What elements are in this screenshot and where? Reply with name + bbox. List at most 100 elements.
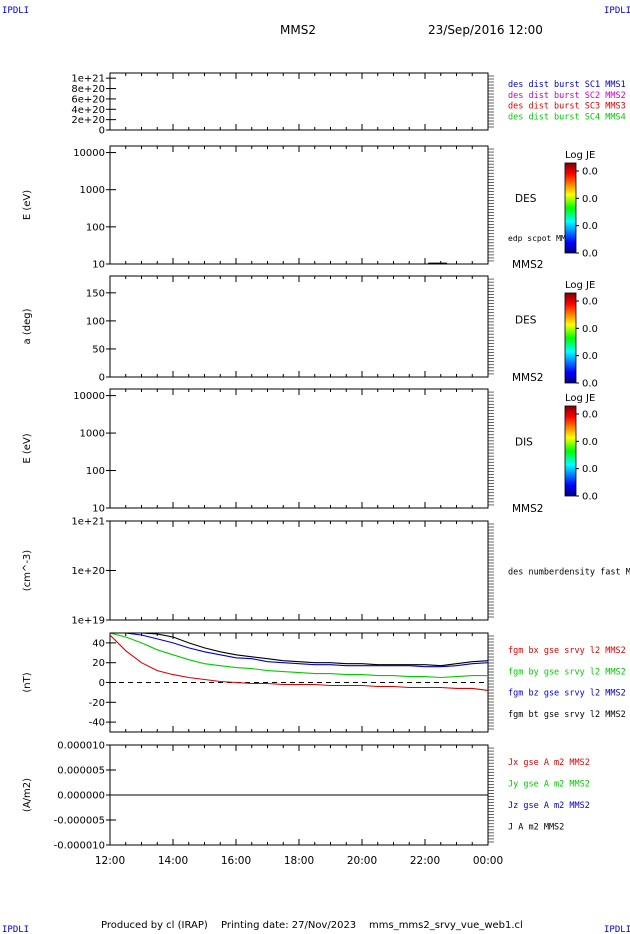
series-line-3 — [110, 632, 489, 668]
colorbar-title: Log JE — [565, 393, 595, 404]
y-tick-label: -0.000010 — [54, 841, 105, 852]
y-axis-label: (A/m2) — [22, 778, 33, 812]
y-tick-label: 1e+21 — [71, 74, 105, 85]
y-tick-label: 1e+19 — [71, 616, 105, 627]
y-tick-label: 1000 — [80, 185, 105, 196]
x-tick-label: 22:00 — [410, 855, 440, 867]
y-axis-label: (cm^-3) — [22, 550, 33, 591]
y-tick-label: 0.000010 — [57, 741, 105, 752]
footer-produced: Produced by cl (IRAP) — [101, 920, 208, 931]
colorbar-tick-label: 0.0 — [582, 464, 598, 475]
corner-mark-top-right: IPDLI — [604, 6, 630, 16]
legend-entry: des dist burst SC1 MMS1 — [508, 80, 626, 90]
panel-3: 150 100 50 0 a (deg) DES MMS2 Log JE 0.0 0.0 0.0 0.… — [22, 275, 598, 390]
y-tick-label: 2e+20 — [71, 115, 105, 126]
panel-frame — [109, 388, 489, 509]
panel-7: 0.000010 0.000005 0.000000 -0.000005 -0.0000… — [22, 741, 590, 852]
y-tick-label: 100 — [86, 466, 105, 477]
legend-entry: des dist burst SC3 MMS3 — [508, 102, 626, 112]
legend-entry: fgm bx gse srvy l2 MMS2 — [508, 646, 626, 656]
y-tick-label: 50 — [92, 344, 105, 355]
x-tick-label: 00:00 — [473, 855, 503, 867]
colorbar-tick-label: 0.0 — [582, 221, 598, 232]
colorbar-tick-label: 0.0 — [582, 351, 598, 362]
panel-frame — [109, 520, 489, 621]
colorbar-tick-label: 0.0 — [582, 194, 598, 205]
panel-spacecraft-label: MMS2 — [512, 372, 543, 384]
y-tick-label: 20 — [92, 658, 105, 669]
y-tick-label: 8e+20 — [71, 84, 105, 95]
y-tick-label: -0.000005 — [54, 816, 105, 827]
colorbar-tick-label: 0.0 — [582, 379, 598, 390]
y-axis-label: (nT) — [22, 672, 33, 692]
legend-entry: des dist burst SC2 MMS2 — [508, 91, 626, 101]
colorbar — [564, 162, 577, 254]
y-tick-label: 100 — [86, 316, 105, 327]
legend-entry: fgm bt gse srvy l2 MMS2 — [508, 710, 626, 720]
panel-frame — [109, 145, 489, 265]
y-tick-label: 10000 — [73, 148, 105, 159]
panel-spacecraft-label: MMS2 — [512, 259, 543, 271]
colorbar-title: Log JE — [565, 280, 595, 291]
legend-entry: Jy gse A m2 MMS2 — [508, 780, 590, 790]
corner-mark-bottom-left: IPDLI — [2, 925, 29, 934]
instrument-label: DIS — [515, 437, 533, 449]
x-tick-label: 16:00 — [221, 855, 251, 867]
colorbar-title: Log JE — [565, 150, 595, 161]
legend-entry: des numberdensity fast M — [508, 568, 630, 578]
y-tick-label: 10000 — [73, 391, 105, 402]
legend-entry: Jz gse A m2 MMS2 — [508, 801, 590, 811]
y-tick-label: 0.000005 — [57, 766, 105, 777]
x-tick-label: 20:00 — [347, 855, 377, 867]
colorbar-tick-label: 0.0 — [582, 492, 598, 503]
colorbar — [564, 405, 577, 497]
corner-mark-bottom-right: IPDLI — [604, 925, 630, 934]
y-axis-label: E (eV) — [22, 190, 33, 220]
panel-2: 10000 1000 100 10 E (eV) DES edp scpot MMS2 MMS… — [22, 145, 598, 271]
y-tick-label: 0 — [99, 678, 105, 689]
colorbar-tick-label: 0.0 — [582, 249, 598, 260]
colorbar-tick-label: 0.0 — [582, 324, 598, 335]
x-tick-label: 14:00 — [158, 855, 188, 867]
y-tick-label: 1000 — [80, 429, 105, 440]
legend-entry: fgm bz gse srvy l2 MMS2 — [508, 689, 626, 699]
series-line-1 — [109, 634, 489, 691]
panel-4: 10000 1000 100 10 E (eV) DIS MMS2 Log JE 0.0 0.0 0… — [22, 388, 598, 515]
y-tick-label: 40 — [92, 638, 105, 649]
panel-spacecraft-label: MMS2 — [512, 503, 543, 515]
header-datetime: 23/Sep/2016 12:00 — [428, 23, 543, 37]
x-tick-label: 12:00 — [95, 855, 125, 867]
instrument-label: DES — [515, 315, 537, 327]
series-line-2 — [109, 632, 488, 679]
corner-mark-top-left: IPDLI — [2, 6, 29, 16]
colorbar — [564, 292, 577, 384]
y-tick-label: 4e+20 — [71, 105, 105, 116]
y-tick-label: 1e+21 — [71, 517, 105, 528]
x-tick-label: 18:00 — [284, 855, 314, 867]
y-tick-label: 0 — [99, 126, 105, 137]
footer-file: mms_mms2_srvy_vue_web1.cl — [369, 920, 523, 931]
secondary-label: edp scpot MMS2 — [508, 234, 576, 243]
legend-entry: fgm by gse srvy l2 MMS2 — [508, 667, 626, 677]
y-tick-label: 150 — [86, 288, 105, 299]
y-axis-label: a (deg) — [22, 308, 33, 344]
colorbar-tick-label: 0.0 — [582, 167, 598, 178]
y-tick-label: 0 — [99, 373, 105, 384]
footer-printing-date: Printing date: 27/Nov/2023 — [221, 920, 356, 931]
y-tick-label: 0.000000 — [57, 791, 105, 802]
y-tick-label: 1e+20 — [71, 566, 105, 577]
legend-entry: J A m2 MMS2 — [508, 823, 564, 833]
panel-frame — [109, 275, 489, 378]
y-tick-label: 100 — [86, 222, 105, 233]
panel-6: 40 20 0 -20 -40 (nT) fgm bx gse srvy l2 MMS2 fg… — [22, 632, 626, 733]
y-tick-label: -40 — [89, 718, 105, 729]
time-axis: 12:00 14:00 16:00 18:00 20:00 22:00 00:00 — [95, 855, 503, 867]
y-tick-label: 10 — [92, 504, 105, 515]
colorbar-tick-label: 0.0 — [582, 410, 598, 421]
y-tick-label: 10 — [92, 260, 105, 271]
y-tick-label: -20 — [89, 698, 105, 709]
y-axis-label: E (eV) — [22, 433, 33, 463]
